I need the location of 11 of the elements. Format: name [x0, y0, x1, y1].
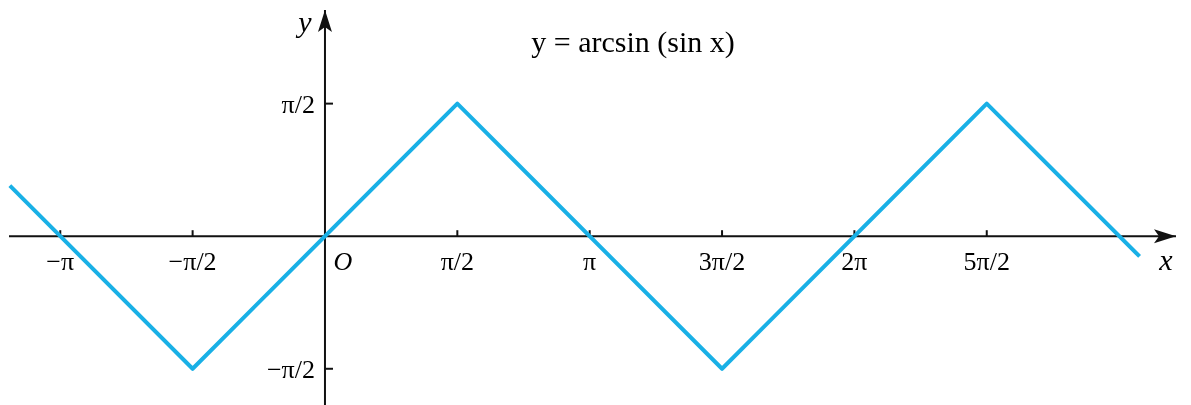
x-tick-label: π [583, 247, 597, 277]
annotation: O [333, 247, 353, 277]
x-tick-label: −π/2 [168, 247, 217, 277]
text: y = arcsin (sin x) [531, 25, 735, 59]
y-axis-title: y [295, 5, 313, 38]
x-tick-label: π/2 [440, 247, 475, 277]
x-tick-label: 5π/2 [963, 247, 1010, 277]
x-axis-title: x [1158, 243, 1174, 277]
x-tick-label: −π [46, 247, 75, 277]
x-tick-label: 3π/2 [698, 247, 746, 277]
x-tick-label: 2π [841, 247, 868, 277]
